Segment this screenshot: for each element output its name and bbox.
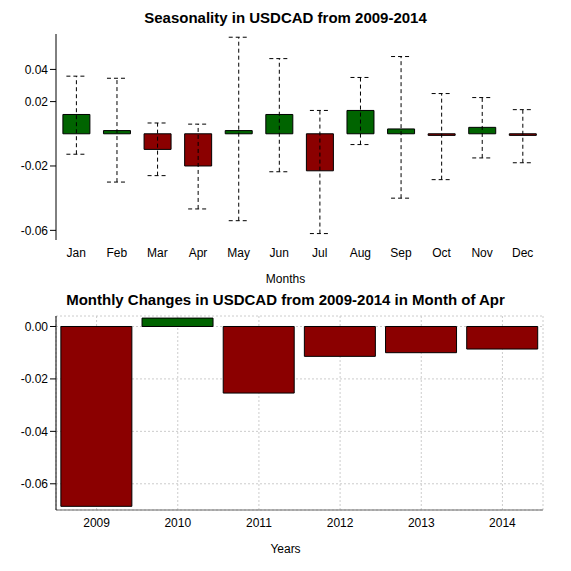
svg-text:Jul: Jul <box>312 246 327 260</box>
svg-text:0.04: 0.04 <box>25 63 49 77</box>
html-text:Monthly Changes in USDCAD from: Monthly Changes in USDCAD from 2009-2014… <box>66 291 505 308</box>
svg-text:Feb: Feb <box>107 246 128 260</box>
html-text:Years: Years <box>270 542 301 556</box>
svg-text:Sep: Sep <box>390 246 412 260</box>
svg-text:2012: 2012 <box>327 516 354 530</box>
svg-text:-0.02: -0.02 <box>21 372 49 386</box>
svg-text:Apr: Apr <box>189 246 208 260</box>
html-text:Months: Months <box>265 272 306 286</box>
svg-text:Mar: Mar <box>147 246 168 260</box>
svg-text:Nov: Nov <box>471 246 492 260</box>
svg-text:Oct: Oct <box>432 246 451 260</box>
svg-text:0.00: 0.00 <box>25 320 49 334</box>
svg-text:-0.06: -0.06 <box>21 477 49 491</box>
svg-text:-0.04: -0.04 <box>21 425 49 439</box>
svg-text:-0.02: -0.02 <box>21 159 49 173</box>
svg-text:May: May <box>227 246 250 260</box>
svg-text:2009: 2009 <box>83 516 110 530</box>
svg-text:0.02: 0.02 <box>25 95 49 109</box>
svg-text:Dec: Dec <box>512 246 533 260</box>
svg-text:2013: 2013 <box>408 516 435 530</box>
svg-text:Jan: Jan <box>67 246 86 260</box>
svg-text:2011: 2011 <box>246 516 272 530</box>
svg-text:Jun: Jun <box>270 246 289 260</box>
svg-text:2014: 2014 <box>489 516 516 530</box>
html-text:Seasonality in USDCAD from 200: Seasonality in USDCAD from 2009-2014 <box>144 9 427 26</box>
svg-text:-0.06: -0.06 <box>21 224 49 238</box>
svg-text:Aug: Aug <box>350 246 371 260</box>
svg-text:2010: 2010 <box>164 516 191 530</box>
